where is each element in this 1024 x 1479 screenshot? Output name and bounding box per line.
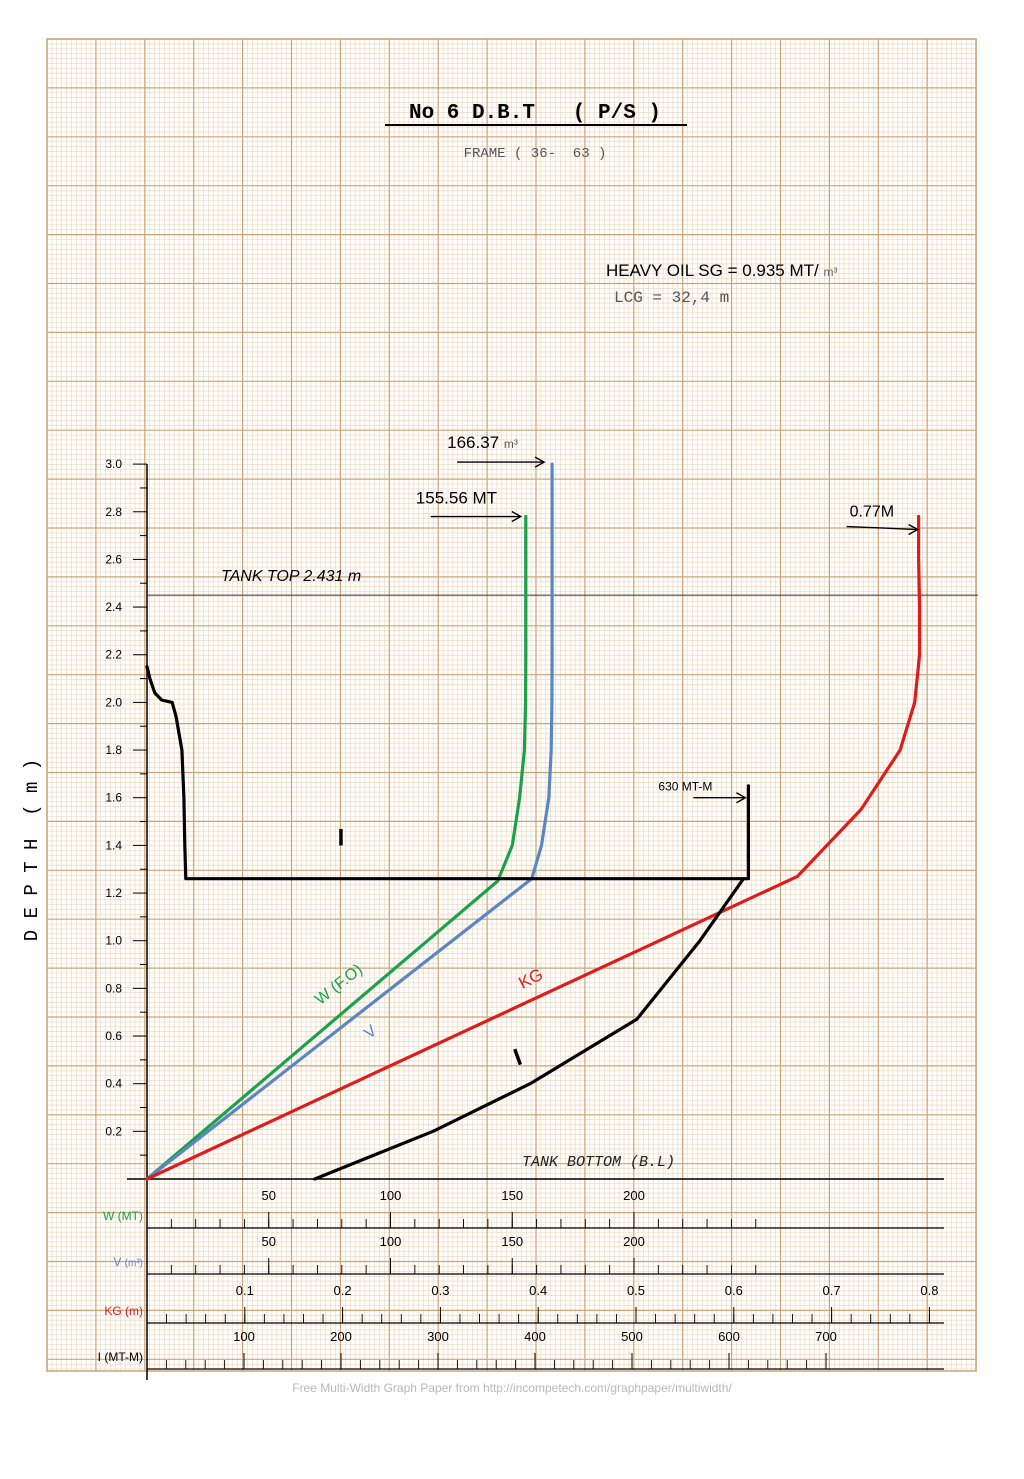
series-kg-line-2	[145, 514, 922, 1181]
tank-bottom-label: TANK BOTTOM (B.L)	[522, 1154, 675, 1171]
series-label: I	[338, 824, 345, 851]
depth-tick-label: 0.6	[105, 1029, 122, 1043]
depth-axis-label: D E P T H ( m )	[21, 759, 43, 941]
frame-subtitle: FRAME ( 36- 63 )	[464, 146, 607, 162]
depth-tick-label: 3.0	[105, 457, 122, 471]
kg-scale-tick-label: 0.7	[823, 1283, 841, 1298]
depth-tick-label: 1.4	[105, 838, 122, 852]
tank-top-label: TANK TOP 2.431 m	[221, 568, 361, 585]
kg-scale-tick-label: 0.2	[334, 1283, 352, 1298]
v-scale-label-main: V	[113, 1255, 124, 1269]
depth-tick-label: 1.6	[105, 791, 122, 805]
oil-info-unit: m³	[823, 265, 837, 279]
i-scale-tick-label: 100	[233, 1329, 255, 1344]
i-scale-tick-label: 700	[815, 1329, 837, 1344]
series-i-line-4	[145, 665, 751, 881]
depth-tick-label: 1.2	[105, 886, 122, 900]
depth-tick-label: 0.4	[105, 1077, 122, 1091]
oil-info-text: HEAVY OIL SG = 0.935 MT/	[606, 261, 823, 280]
depth-tick-label: 2.4	[105, 600, 122, 614]
depth-tick-label: 0.8	[105, 981, 122, 995]
depth-tick-label: 1.8	[105, 743, 122, 757]
w-scale-tick-label: 200	[623, 1188, 645, 1203]
depth-axis: 3.0 2.8 2.6 2.4 2.2 2.0 1.8 1.6 1.4 1.2 1.0 0.8 0.6 0…	[105, 457, 148, 1380]
i-scale-tick-label: 500	[621, 1329, 643, 1344]
kg-max-annotation: 0.77M	[850, 504, 894, 521]
volume-max-annotation: 166.37 m³	[447, 433, 518, 452]
depth-tick-label: 1.0	[105, 934, 122, 948]
kg-max-arrow-shaft	[846, 525, 918, 531]
volume-max-value: 166.37	[447, 433, 504, 452]
v-scale-label-unit: (m³)	[125, 1258, 143, 1269]
depth-tick-label: 0.2	[105, 1124, 122, 1138]
w-scale-tick-label: 150	[501, 1188, 523, 1203]
weight-max-arrow-head	[511, 510, 523, 523]
series-wfo-line-0	[145, 514, 528, 1181]
kg-max-arrow-head	[908, 523, 920, 536]
paper-border	[46, 38, 977, 1372]
kg-scale-tick-label: 0.4	[529, 1283, 547, 1298]
v-scale-tick-label: 200	[623, 1234, 645, 1249]
depth-tick-label: 2.8	[105, 505, 122, 519]
i-scale-tick-label: 200	[330, 1329, 352, 1344]
kg-scale-label: KG (m)	[104, 1304, 143, 1318]
chart-title: No 6 D.B.T ( P/S )	[409, 102, 661, 125]
kg-scale-tick-label: 0.1	[236, 1283, 254, 1298]
i-scale-tick-label: 300	[427, 1329, 449, 1344]
depth-tick-label: 2.2	[105, 648, 122, 662]
depth-tick-label: 2.0	[105, 695, 122, 709]
bottom-scales: 50 100 150 200 W (MT) 50 100 150 200 V (m³) 0.1 0.2…	[98, 1188, 944, 1370]
v-scale-tick-label: 50	[262, 1234, 276, 1249]
reference-lines: TANK TOP 2.431 m TANK BOTTOM (B.L)	[127, 568, 978, 1180]
volume-max-unit: m³	[504, 437, 518, 451]
volume-max-arrow-head	[534, 456, 546, 468]
annotations: 166.37 m³ 155.56 MT 0.77M 630 MT-M	[416, 433, 920, 804]
footer-credit: Free Multi-Width Graph Paper from http:/…	[292, 1381, 732, 1395]
v-scale-tick-label: 150	[501, 1234, 523, 1249]
kg-scale-tick-label: 0.5	[627, 1283, 645, 1298]
i-scale-tick-label: 600	[718, 1329, 740, 1344]
i-scale-label: I (MT-M)	[98, 1350, 143, 1364]
inertia-max-annotation: 630 MT-M	[658, 780, 712, 794]
weight-max-annotation: 155.56 MT	[416, 489, 497, 508]
w-scale-tick-label: 50	[262, 1188, 276, 1203]
series-v-line-1	[145, 462, 554, 1181]
v-scale-tick-label: 100	[380, 1234, 402, 1249]
w-scale-tick-label: 100	[380, 1188, 402, 1203]
graph-paper-grid	[46, 38, 977, 1372]
oil-info: HEAVY OIL SG = 0.935 MT/ m³	[606, 261, 837, 280]
w-scale-label: W (MT)	[103, 1209, 143, 1223]
series-i-line-3	[313, 877, 746, 1181]
i-scale-tick-label: 400	[524, 1329, 546, 1344]
kg-scale-tick-label: 0.3	[431, 1283, 449, 1298]
inertia-max-arrow-head	[736, 792, 747, 804]
kg-scale-tick-label: 0.8	[920, 1283, 938, 1298]
v-scale-label: V (m³)	[113, 1255, 143, 1269]
lcg-info: LCG = 32,4 m	[614, 289, 729, 307]
depth-tick-label: 2.6	[105, 552, 122, 566]
kg-scale-tick-label: 0.6	[725, 1283, 743, 1298]
